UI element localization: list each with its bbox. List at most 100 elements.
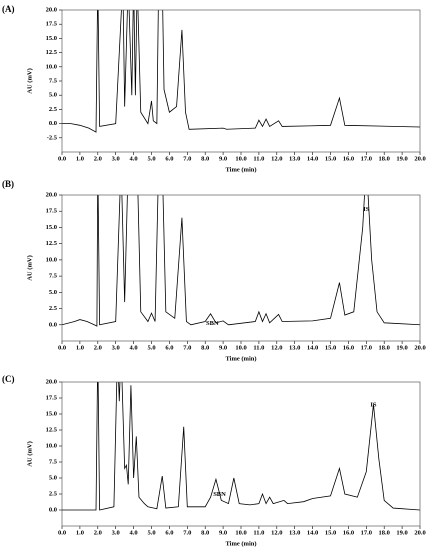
x-tick-label: 7.0 [183,344,191,351]
x-tick-label: 14.0 [307,529,318,536]
x-axis-label: Time (min) [225,540,256,547]
y-tick-label: 17.5 [46,21,58,28]
panel: (B) AU (mV) Time (min) 0.0 2.5 5.0 7.5 10.0 12.5… [2,179,426,362]
y-axis-label: AU (mV) [26,68,33,93]
y-tick-label: 17.5 [46,394,58,401]
x-tick-label: 15.0 [325,344,336,351]
annotation: IS [370,402,377,409]
x-tick-label: 2.0 [94,155,102,162]
x-axis-label: Time (min) [225,355,256,362]
x-tick-label: 8.0 [201,529,209,536]
x-tick-label: 10.0 [235,155,246,162]
annotation: SBN [206,320,219,327]
x-tick-label: 13.0 [289,344,300,351]
x-tick-label: 7.0 [183,529,191,536]
y-tick-label: 2.5 [49,106,58,113]
y-axis-label: AU (mV) [26,255,33,280]
x-tick-label: 12.0 [271,344,282,351]
x-tick-label: 6.0 [165,155,173,162]
y-tick-label: 12.5 [46,426,58,433]
x-tick-label: 15.0 [325,529,336,536]
y-tick-label: 20.0 [46,191,57,198]
y-tick-label: 0.0 [49,120,57,127]
x-tick-label: 20.0 [414,529,425,536]
plot-frame [61,9,421,153]
x-tick-label: 19.0 [396,155,407,162]
y-tick-label: 15.0 [46,410,57,417]
x-tick-label: 15.0 [325,155,336,162]
x-tick-label: 5.0 [147,155,155,162]
y-tick-label: 20.0 [46,6,57,13]
x-tick-label: 3.0 [112,529,120,536]
x-tick-label: 17.0 [361,155,372,162]
x-tick-label: 9.0 [219,529,227,536]
x-tick-label: 10.0 [235,529,246,536]
x-tick-label: 11.0 [253,529,264,536]
x-tick-label: 10.0 [235,344,246,351]
y-tick-label: 12.5 [46,240,58,247]
x-tick-label: 7.0 [183,155,191,162]
y-tick-label: 0.0 [49,506,57,513]
x-tick-label: 18.0 [379,155,390,162]
x-tick-label: 14.0 [307,344,318,351]
annotation: IS [363,206,370,213]
panel-label: (B) [2,179,14,189]
x-tick-label: 20.0 [414,344,425,351]
x-tick-label: 12.0 [271,155,282,162]
x-tick-label: 6.0 [165,529,173,536]
x-tick-label: 5.0 [147,344,155,351]
x-tick-label: 8.0 [201,155,209,162]
y-tick-label: -2.5 [47,134,58,141]
x-tick-label: 16.0 [343,155,354,162]
x-tick-label: 19.0 [396,529,407,536]
y-tick-label: 15.0 [46,224,57,231]
y-tick-label: 7.5 [49,458,58,465]
x-tick-label: 4.0 [130,344,138,351]
x-tick-label: 3.0 [112,344,120,351]
plot-frame [61,381,421,527]
y-tick-label: 20.0 [46,378,57,385]
x-tick-label: 0.0 [58,155,66,162]
x-tick-label: 1.0 [76,155,84,162]
x-tick-label: 11.0 [253,155,264,162]
x-tick-label: 17.0 [361,344,372,351]
trace [62,195,420,327]
y-tick-label: 10.0 [46,442,57,449]
x-tick-label: 12.0 [271,529,282,536]
x-tick-label: 16.0 [343,529,354,536]
y-tick-label: 5.0 [49,474,57,481]
panel-label: (A) [2,4,15,14]
x-tick-label: 1.0 [76,344,84,351]
trace [62,10,420,133]
y-tick-label: 17.5 [46,208,58,215]
x-tick-label: 17.0 [361,529,372,536]
x-tick-label: 18.0 [379,344,390,351]
x-tick-label: 9.0 [219,155,227,162]
y-tick-label: 10.0 [46,256,57,263]
trace [62,382,420,511]
y-tick-label: 0.0 [49,321,57,328]
x-tick-label: 13.0 [289,529,300,536]
x-tick-label: 2.0 [94,529,102,536]
y-tick-label: 5.0 [49,92,57,99]
x-tick-label: 0.0 [58,529,66,536]
panel: (A) AU (mV) Time (min) -2.5 0.0 2.5 5.0 7.5 10.0… [2,4,426,173]
x-tick-label: 18.0 [379,529,390,536]
plot-frame [61,194,421,342]
panel-label: (C) [2,374,15,384]
x-tick-label: 4.0 [130,155,138,162]
x-tick-label: 3.0 [112,155,120,162]
x-tick-label: 11.0 [253,344,264,351]
x-tick-label: 20.0 [414,155,425,162]
y-tick-label: 7.5 [49,77,58,84]
y-tick-label: 2.5 [49,305,58,312]
x-tick-label: 16.0 [343,344,354,351]
x-tick-label: 14.0 [307,155,318,162]
y-tick-label: 15.0 [46,35,57,42]
y-tick-label: 2.5 [49,490,58,497]
annotation: SBN [213,491,226,498]
x-tick-label: 8.0 [201,344,209,351]
x-tick-label: 13.0 [289,155,300,162]
y-tick-label: 10.0 [46,63,57,70]
